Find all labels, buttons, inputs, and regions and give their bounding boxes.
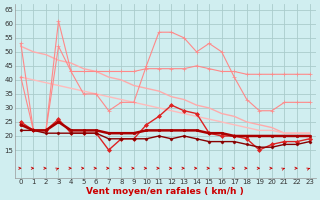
X-axis label: Vent moyen/en rafales ( km/h ): Vent moyen/en rafales ( km/h ): [86, 187, 244, 196]
